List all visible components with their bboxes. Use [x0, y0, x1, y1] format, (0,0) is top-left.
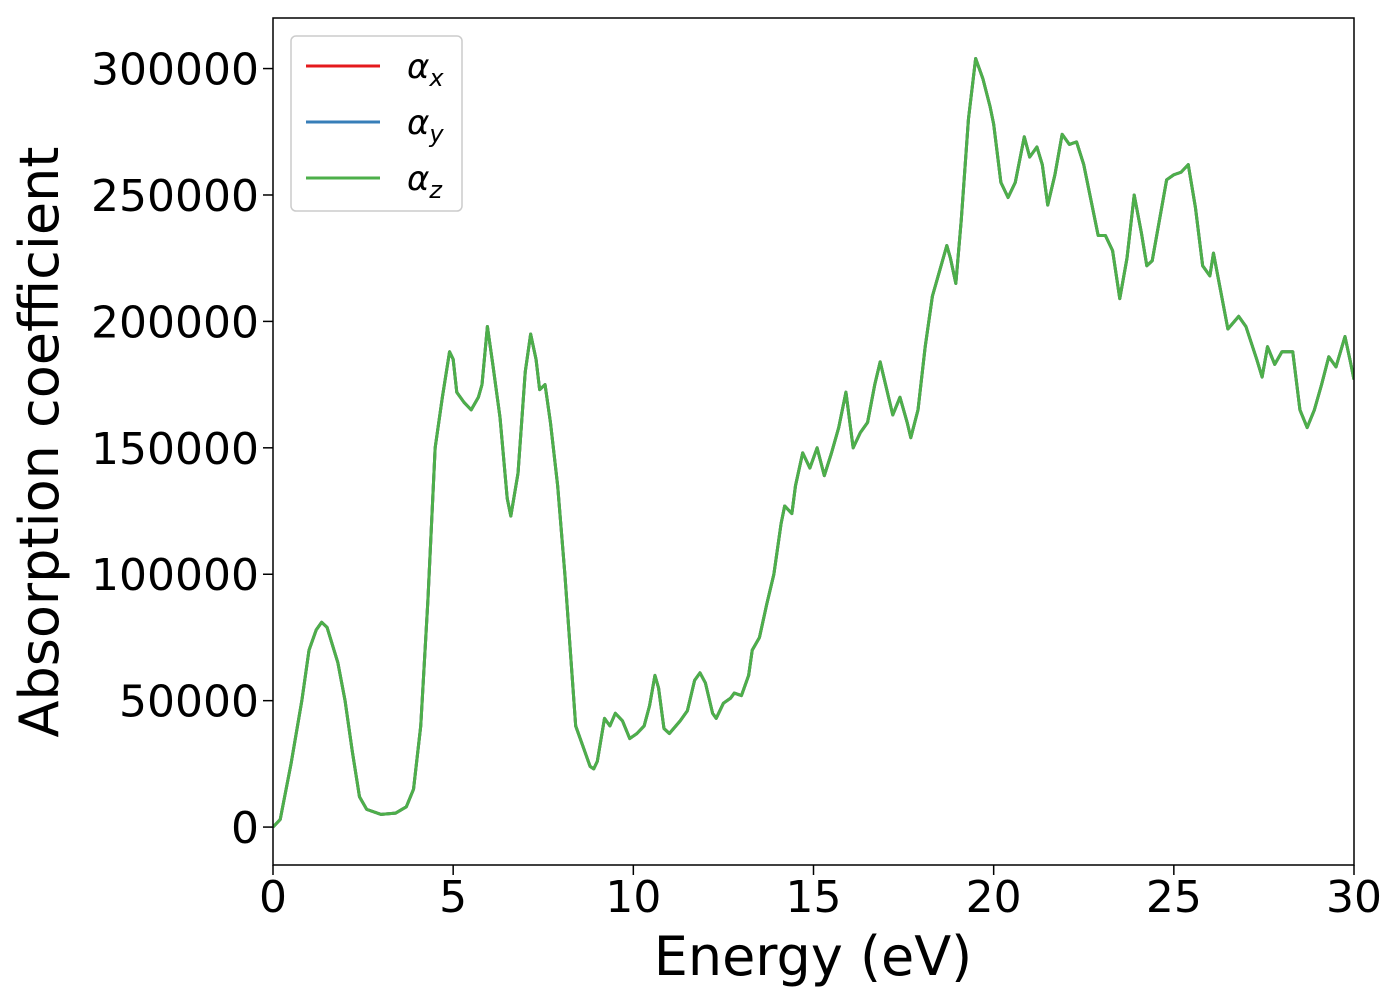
x-axis-label: Energy (eV) — [654, 925, 973, 988]
x-tick-label: 10 — [605, 872, 661, 923]
legend-subscript: x — [428, 64, 444, 92]
series-line — [273, 56, 1354, 829]
x-tick-label: 20 — [966, 872, 1022, 923]
y-tick-label: 100000 — [91, 550, 259, 601]
x-tick-label: 5 — [439, 872, 467, 923]
y-axis-label: Absorption coefficient — [8, 147, 71, 738]
legend-symbol: α — [407, 47, 429, 87]
y-tick-label: 50000 — [119, 677, 259, 728]
legend-subscript: y — [428, 120, 444, 148]
y-tick-label: 200000 — [91, 297, 259, 348]
y-tick-label: 300000 — [91, 45, 259, 96]
legend-label: αy — [407, 103, 444, 148]
legend-label: αx — [407, 47, 444, 92]
y-tick-label: 250000 — [91, 171, 259, 222]
legend-symbol: α — [407, 159, 429, 199]
legend-subscript: z — [428, 176, 443, 204]
x-tick-label: 25 — [1146, 872, 1202, 923]
y-tick-label: 0 — [231, 803, 259, 854]
legend-label: αz — [407, 159, 443, 204]
x-tick-label: 15 — [786, 872, 842, 923]
plot-frame — [272, 17, 1355, 866]
x-tick-label: 30 — [1326, 872, 1382, 923]
legend-symbol: α — [407, 103, 429, 143]
x-tick-label: 0 — [259, 872, 287, 923]
y-tick-label: 150000 — [91, 424, 259, 475]
